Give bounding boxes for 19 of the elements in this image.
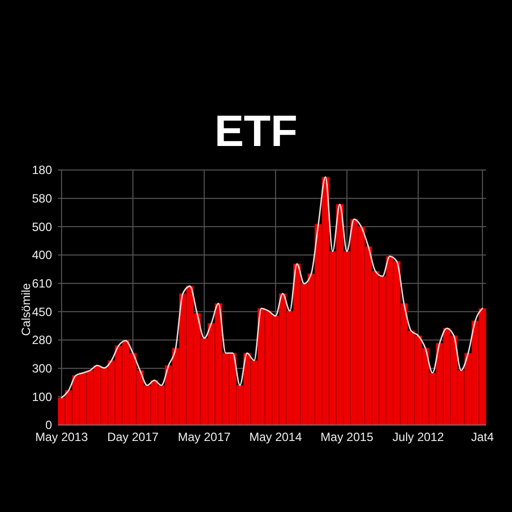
text: 500 (32, 220, 52, 234)
x-tick-label: May 2015 (320, 430, 374, 444)
chart-title: ETF (214, 107, 298, 156)
text: 300 (32, 362, 52, 376)
text: 450 (32, 304, 52, 319)
x-tick-label: May 2014 (249, 430, 302, 444)
y-axis-title: Calsömile (19, 282, 33, 336)
text: 280 (32, 333, 52, 348)
text: 100 (32, 390, 52, 404)
x-tick-label: July 2012 (392, 430, 444, 444)
text: 180 (32, 163, 52, 178)
x-tick-label: Jat4 (471, 430, 494, 444)
text: 400 (32, 248, 52, 262)
text: 610 (32, 276, 52, 291)
x-tick-label: May 2017 (178, 430, 231, 444)
x-tick-label: Day 2017 (107, 430, 159, 444)
text: 0 (45, 418, 52, 432)
x-tick-label: May 2013 (35, 430, 88, 444)
text: 580 (32, 192, 52, 206)
